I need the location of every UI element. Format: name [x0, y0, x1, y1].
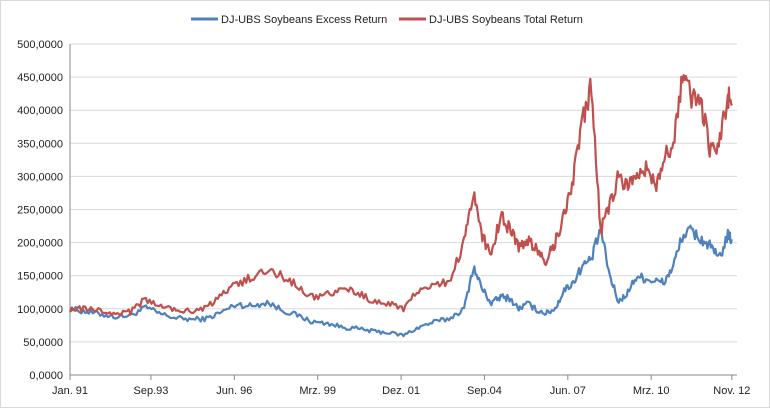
- y-axis-tick-labels: 0,0000 50,0000 100,0000 150,0000 200,000…: [17, 39, 63, 382]
- series-line-total-return: [68, 74, 733, 317]
- y-tick-label: 100,0000: [17, 304, 63, 316]
- axes: [69, 44, 737, 380]
- x-tick-label: Nov. 12: [713, 385, 750, 397]
- y-tick-label: 350,0000: [17, 138, 63, 150]
- x-tick-label: Jun. 96: [216, 385, 252, 397]
- legend: DJ-UBS Soybeans Excess Return DJ-UBS Soy…: [191, 14, 583, 26]
- x-tick-label: Sep.04: [467, 385, 502, 397]
- legend-label-excess: DJ-UBS Soybeans Excess Return: [221, 14, 387, 26]
- y-tick-label: 200,0000: [17, 238, 63, 250]
- x-tick-label: Mrz. 10: [633, 385, 670, 397]
- y-tick-label: 450,0000: [17, 72, 63, 84]
- y-tick-label: 300,0000: [17, 171, 63, 183]
- gridlines: [70, 43, 737, 376]
- x-tick-label: Jun. 07: [550, 385, 586, 397]
- legend-label-total: DJ-UBS Soybeans Total Return: [429, 14, 583, 26]
- y-tick-label: 150,0000: [17, 271, 63, 283]
- x-axis-tick-labels: Jan. 91 Sep.93 Jun. 96 Mrz. 99 Dez. 01 S…: [52, 385, 750, 397]
- y-tick-label: 50,0000: [23, 337, 63, 349]
- y-tick-label: 0,0000: [29, 370, 63, 382]
- x-tick-label: Sep.93: [134, 385, 169, 397]
- series-lines: [68, 74, 733, 338]
- x-tick-label: Jan. 91: [52, 385, 88, 397]
- series-line-excess-return: [69, 224, 733, 338]
- y-tick-label: 250,0000: [17, 205, 63, 217]
- y-tick-label: 500,0000: [17, 39, 63, 51]
- x-tick-label: Mrz. 99: [299, 385, 336, 397]
- y-tick-label: 400,0000: [17, 105, 63, 117]
- x-tick-label: Dez. 01: [382, 385, 420, 397]
